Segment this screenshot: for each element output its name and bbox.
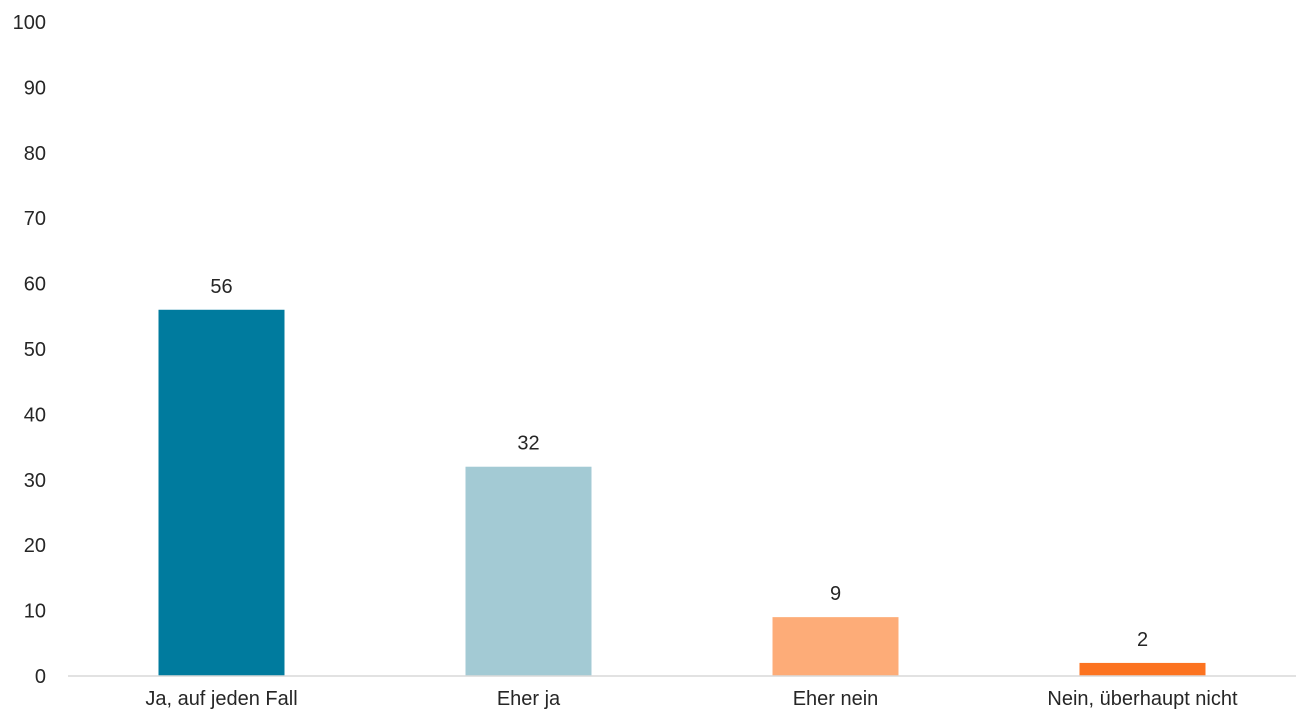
y-tick-label-40: 40 xyxy=(24,404,46,426)
y-tick-label-0: 0 xyxy=(35,666,46,688)
y-tick-label-20: 20 xyxy=(24,535,46,557)
bars-group xyxy=(158,309,1206,676)
data-label-4: 2 xyxy=(1137,629,1148,651)
y-tick-label-90: 90 xyxy=(24,77,46,99)
x-tick-label-3: Eher nein xyxy=(793,688,879,710)
x-tick-label-1: Ja, auf jeden Fall xyxy=(145,688,297,710)
data-label-3: 9 xyxy=(830,583,841,605)
bar-4 xyxy=(1079,662,1206,676)
y-tick-label-30: 30 xyxy=(24,470,46,492)
data-label-2: 32 xyxy=(517,433,539,455)
x-axis-ticks: Ja, auf jeden Fall Eher ja Eher nein Nein, … xyxy=(145,688,1238,710)
y-tick-label-100: 100 xyxy=(13,12,46,34)
x-tick-label-4: Nein, überhaupt nicht xyxy=(1047,688,1238,710)
y-tick-label-70: 70 xyxy=(24,208,46,230)
y-tick-label-50: 50 xyxy=(24,339,46,361)
data-labels-group: 56 32 9 2 xyxy=(210,276,1148,651)
y-tick-label-80: 80 xyxy=(24,143,46,165)
y-tick-label-60: 60 xyxy=(24,274,46,296)
bar-3 xyxy=(772,617,899,676)
bar-2 xyxy=(465,466,592,676)
data-label-1: 56 xyxy=(210,276,232,298)
y-axis-ticks: 0 10 20 30 40 50 60 70 80 90 100 xyxy=(13,12,46,688)
bar-1 xyxy=(158,309,285,676)
y-tick-label-10: 10 xyxy=(24,601,46,623)
x-tick-label-2: Eher ja xyxy=(497,688,561,710)
